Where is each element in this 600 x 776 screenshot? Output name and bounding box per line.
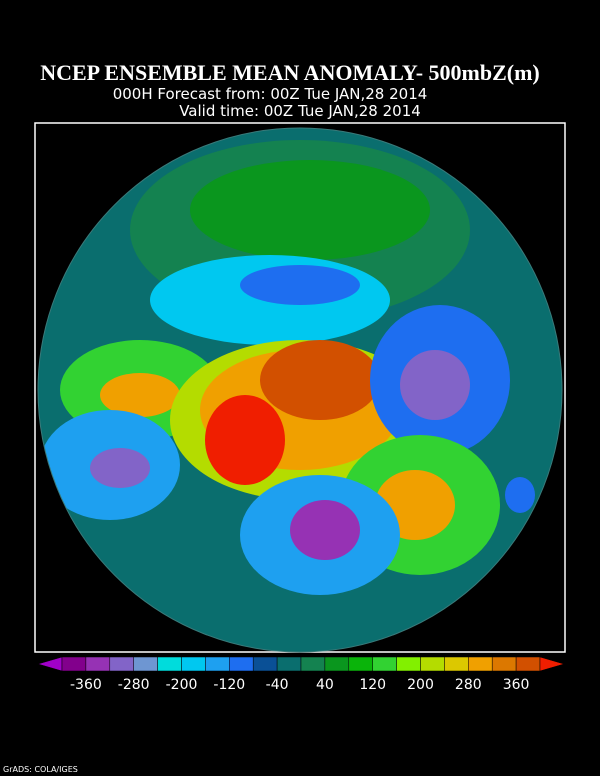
colorbar-box: [372, 656, 397, 672]
colorbar-label: -360: [70, 677, 102, 693]
colorbar-label: -120: [213, 677, 245, 693]
colorbar-box: [300, 656, 326, 672]
valid-time: Valid time: 00Z Tue JAN,28 2014: [179, 102, 421, 120]
colorbar-box: [468, 656, 493, 672]
colorbar-arrow: [539, 656, 565, 672]
colorbar-label: -200: [166, 677, 198, 693]
colorbar-box: [444, 656, 469, 672]
colorbar-box: [61, 656, 87, 672]
colorbar-box: [181, 656, 206, 672]
colorbar-label: 280: [455, 677, 482, 693]
colorbar-box: [420, 656, 445, 672]
colorbar-box: [157, 656, 182, 672]
colorbar-box: [252, 656, 278, 672]
globe-edge: [37, 127, 563, 653]
colorbar-box: [396, 656, 421, 672]
colorbar-box: [491, 656, 517, 672]
colorbar-box: [348, 656, 373, 672]
colorbar-box: [515, 656, 541, 672]
colorbar-box: [205, 656, 230, 672]
map: [38, 128, 562, 652]
colorbar-box: [109, 656, 134, 672]
colorbar-label: 40: [316, 677, 334, 693]
footer: GrADS: COLA/IGES: [3, 765, 78, 774]
colorbar-box: [85, 656, 111, 672]
forecast-time: 000H Forecast from: 00Z Tue JAN,28 2014: [113, 85, 428, 103]
colorbar-box: [276, 656, 302, 672]
colorbar-box: [229, 656, 254, 672]
colorbar-label: 120: [359, 677, 386, 693]
colorbar-label: 200: [407, 677, 434, 693]
colorbar-box: [324, 656, 350, 672]
title: NCEP ENSEMBLE MEAN ANOMALY- 500mbZ(m): [40, 60, 540, 85]
colorbar-label: -40: [266, 677, 289, 693]
colorbar-label: -280: [118, 677, 150, 693]
colorbar: -360 -280 -200 -120 -40 40 120 200 280 360: [37, 656, 565, 693]
colorbar-box: [133, 656, 158, 672]
colorbar-label: 360: [503, 677, 530, 693]
